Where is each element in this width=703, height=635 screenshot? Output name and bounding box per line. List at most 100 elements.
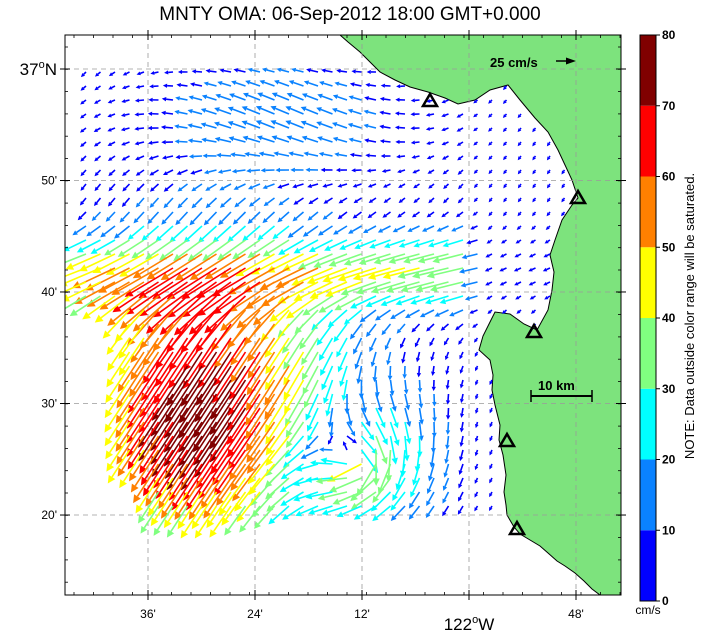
current-vector <box>397 267 435 279</box>
current-vector <box>363 109 377 115</box>
current-vector <box>201 94 217 101</box>
current-vector <box>176 82 188 88</box>
current-vector <box>293 239 319 254</box>
current-vector <box>532 127 537 133</box>
radar-site-marker <box>507 519 527 536</box>
current-vector <box>459 351 464 360</box>
current-vector <box>418 407 424 425</box>
colorbar-tick-label: 80 <box>662 28 676 42</box>
current-vector <box>121 141 130 146</box>
current-vector <box>82 295 116 320</box>
current-vector <box>415 281 449 293</box>
frame-ticks <box>60 30 626 600</box>
current-vector <box>489 435 493 442</box>
current-vector <box>291 267 333 286</box>
current-vector <box>162 169 174 176</box>
current-vector <box>218 477 247 516</box>
current-vector <box>288 151 304 157</box>
radar-site-marker <box>497 431 517 448</box>
current-vector <box>375 435 388 465</box>
current-vector <box>395 97 406 102</box>
current-vector <box>459 267 478 274</box>
current-vector <box>149 183 160 192</box>
current-vector <box>489 491 493 498</box>
current-vector <box>227 225 247 243</box>
current-vector <box>472 323 478 328</box>
current-vector <box>152 267 203 300</box>
current-vector <box>500 295 507 300</box>
axis-labels: 37oN 50' 40' 30' 20' 36' 24' 12' 122oW 48' <box>20 59 584 634</box>
current-vector <box>305 393 319 421</box>
colorbar-tick-label: 50 <box>662 240 676 254</box>
current-vector <box>444 351 450 361</box>
current-vector <box>442 491 450 504</box>
current-vector <box>407 225 420 232</box>
current-vector <box>429 337 435 347</box>
colorbar-note: NOTE: Data outside color range will be s… <box>682 173 697 459</box>
current-vector <box>410 477 421 498</box>
current-vector <box>544 295 551 300</box>
current-vector <box>486 295 493 300</box>
current-vector <box>364 96 377 101</box>
colorbar-segment <box>640 530 656 601</box>
current-vector <box>402 365 407 379</box>
current-vector <box>205 197 218 209</box>
current-vector <box>334 152 348 157</box>
current-vector <box>80 155 87 162</box>
current-vector <box>372 365 378 383</box>
current-vector <box>382 211 391 218</box>
current-vector <box>233 183 246 190</box>
current-vector <box>418 393 424 409</box>
current-vector <box>375 421 388 446</box>
current-vector <box>163 197 174 209</box>
current-vector <box>459 449 464 462</box>
current-vector <box>372 505 392 522</box>
current-vector <box>135 477 160 514</box>
current-vector <box>346 407 353 427</box>
colorbar-segment <box>640 459 656 531</box>
current-vector <box>489 393 493 400</box>
current-vector <box>285 120 304 129</box>
lon-label: 12' <box>354 607 370 621</box>
current-vector <box>461 253 478 260</box>
current-vector <box>489 477 493 484</box>
current-vector <box>135 169 145 176</box>
current-vector <box>474 365 479 372</box>
current-vector <box>203 81 217 87</box>
current-vector <box>426 267 464 279</box>
current-vector <box>528 253 536 258</box>
current-vector <box>104 393 131 433</box>
current-vector <box>469 309 478 314</box>
current-vector <box>398 197 406 203</box>
current-vector <box>122 169 131 177</box>
current-vector <box>340 281 377 296</box>
current-vector <box>390 505 406 522</box>
current-vector <box>474 491 479 498</box>
current-vector <box>126 379 160 429</box>
current-vector <box>396 323 406 334</box>
current-vector <box>395 139 406 144</box>
current-vector <box>322 267 362 283</box>
current-vector <box>403 379 409 395</box>
current-vector <box>161 139 174 145</box>
current-vector <box>295 505 319 517</box>
scale-arrow-head <box>566 57 576 65</box>
current-vector <box>318 295 348 313</box>
current-vector <box>458 477 464 489</box>
current-vector <box>219 183 232 191</box>
current-vector <box>323 197 333 204</box>
current-vector <box>503 85 508 91</box>
current-vector <box>385 449 393 483</box>
current-vector <box>308 197 319 205</box>
current-vector <box>394 111 406 116</box>
current-vector <box>122 183 131 192</box>
current-vector <box>456 113 464 118</box>
current-vector <box>442 239 464 248</box>
current-vector <box>365 82 377 88</box>
current-vector <box>349 295 377 309</box>
current-vector <box>348 95 362 101</box>
current-vector <box>106 435 131 472</box>
current-vector <box>174 139 188 144</box>
current-vector <box>118 323 145 360</box>
current-vector <box>388 253 420 265</box>
